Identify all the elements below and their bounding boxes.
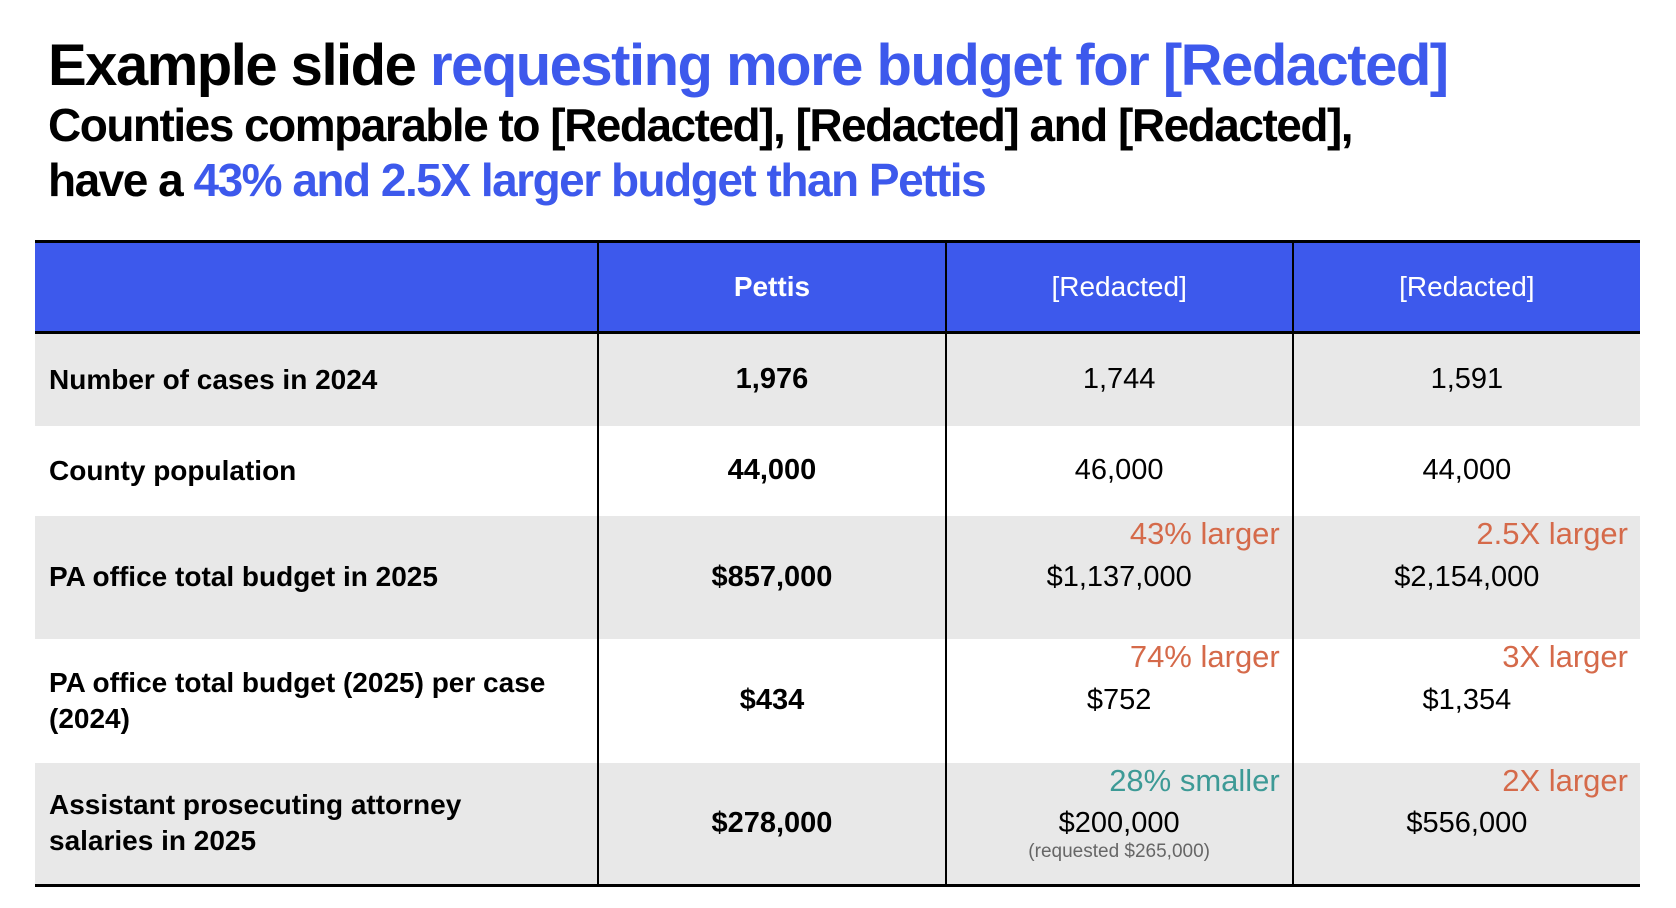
headline-line-3: have a 43% and 2.5X larger budget than P…	[48, 153, 1648, 208]
headline-line-3-accent: 43% and 2.5X larger budget than Pettis	[193, 154, 987, 206]
headline-line-3-lead: have a	[48, 154, 194, 206]
table-header-row: Pettis [Redacted] [Redacted]	[35, 241, 1640, 334]
headline-line-1: Example slide requesting more budget for…	[48, 34, 1648, 98]
county-2-cell: 2.5X larger $2,154,000	[1291, 515, 1640, 639]
county-1-cell: 43% larger $1,137,000	[944, 515, 1293, 639]
county-1-cell: 74% larger $752	[944, 638, 1293, 763]
headline-line-1-accent: requesting more budget for [Redacted]	[429, 33, 1449, 98]
table-row: Number of cases in 2024 1,976 1,744 1,59…	[35, 332, 1640, 426]
county-2-cell: 3X larger $1,354	[1291, 638, 1640, 763]
pettis-value: $278,000	[597, 762, 946, 886]
headline-line-2: Counties comparable to [Redacted], [Reda…	[48, 99, 1354, 151]
pettis-value: $434	[597, 638, 946, 763]
county-2-value: $1,354	[1422, 684, 1512, 716]
table-row: Assistant prosecuting attorney salaries …	[35, 762, 1640, 886]
row-label: Number of cases in 2024	[35, 332, 599, 426]
county-1-value: $752	[1086, 684, 1152, 716]
table-row: PA office total budget in 2025 $857,000 …	[35, 515, 1640, 639]
county-2-delta: 2X larger	[1502, 762, 1628, 798]
county-2-value: $556,000	[1406, 806, 1528, 839]
table-row: PA office total budget (2025) per case (…	[35, 638, 1640, 763]
county-1-note: (requested $265,000)	[1028, 840, 1210, 862]
county-1-delta: 74% larger	[1129, 638, 1280, 674]
header-empty	[35, 241, 599, 334]
county-1-value: $1,137,000	[1046, 560, 1192, 593]
county-2-value: 44,000	[1291, 425, 1640, 516]
row-label: PA office total budget (2025) per case (…	[49, 666, 546, 734]
pettis-value: 1,976	[597, 332, 946, 426]
pettis-value: 44,000	[597, 425, 946, 516]
county-1-value: 1,744	[944, 332, 1293, 426]
row-label: County population	[49, 454, 297, 486]
county-1-delta: 43% larger	[1129, 515, 1280, 551]
county-2-cell: 2X larger $556,000	[1291, 762, 1640, 886]
header-pettis: Pettis	[597, 241, 946, 334]
budget-comparison-table: Pettis [Redacted] [Redacted] Number of c…	[35, 240, 1640, 887]
county-1-cell: 28% smaller $200,000 (requested $265,000…	[944, 762, 1293, 886]
header-county-2: [Redacted]	[1291, 241, 1640, 334]
header-county-1: [Redacted]	[944, 241, 1293, 334]
county-1-delta: 28% smaller	[1109, 762, 1280, 798]
county-2-value: 1,591	[1291, 332, 1640, 426]
county-2-delta: 3X larger	[1502, 638, 1628, 674]
row-label: Assistant prosecuting attorney salaries …	[35, 762, 599, 886]
county-2-delta: 2.5X larger	[1476, 515, 1628, 551]
county-1-value: 46,000	[944, 425, 1293, 516]
slide-headline: Example slide requesting more budget for…	[48, 34, 1648, 208]
pettis-value: $857,000	[597, 515, 946, 639]
headline-line-1-lead: Example slide	[48, 33, 430, 98]
county-1-value: $200,000	[1058, 806, 1180, 839]
row-label: PA office total budget in 2025	[35, 515, 599, 639]
county-2-value: $2,154,000	[1394, 560, 1540, 593]
table-row: County population 44,000 46,000 44,000	[35, 425, 1640, 516]
